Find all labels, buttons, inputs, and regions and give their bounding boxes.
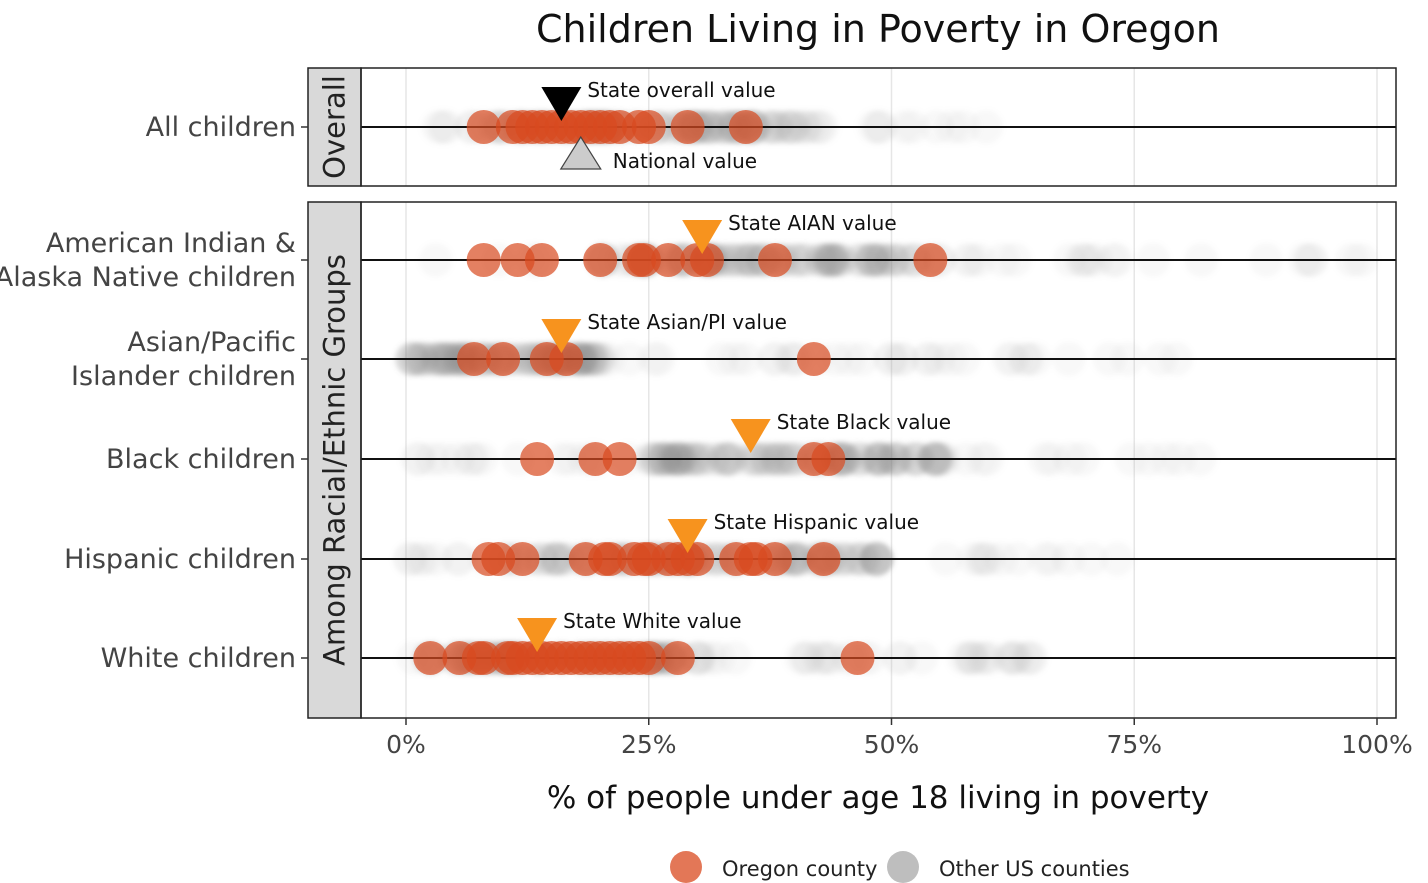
marker-state: State Hispanic value xyxy=(667,510,919,553)
y-tick-label: All children xyxy=(146,112,296,143)
oregon-county-dot xyxy=(840,641,875,675)
oregon-county-dot xyxy=(670,110,705,144)
oregon-county-dot xyxy=(811,442,846,476)
row-5: White children State White value xyxy=(101,609,1396,675)
panel-border xyxy=(360,201,1397,719)
marker-state: State AIAN value xyxy=(682,211,897,254)
oregon-county-dot xyxy=(583,243,618,277)
national-marker-triangle xyxy=(559,135,602,170)
x-tick-label: 50% xyxy=(864,730,920,759)
oregon-county-dot xyxy=(631,110,666,144)
legend-oregon-label: Oregon county xyxy=(722,857,877,881)
marker-state: State Black value xyxy=(730,410,951,453)
facet-strip-label: Overall xyxy=(318,75,352,179)
marker-label: State Black value xyxy=(777,410,951,434)
marker-state-overall: State overall value xyxy=(541,78,776,121)
marker-label: State Hispanic value xyxy=(714,510,919,534)
state-marker-triangle xyxy=(541,319,582,353)
oregon-county-dot xyxy=(690,243,725,277)
x-tick-label: 75% xyxy=(1106,730,1162,759)
state-marker-triangle xyxy=(517,618,558,652)
oregon-county-dot xyxy=(578,442,613,476)
marker-national: National value xyxy=(559,135,757,173)
oregon-county-dot xyxy=(602,442,637,476)
marker-label: National value xyxy=(613,149,757,173)
state-marker-triangle xyxy=(667,519,708,553)
panel-border xyxy=(360,67,1397,187)
oregon-county-dot xyxy=(466,243,501,277)
row-1: American Indian &Alaska Native children S… xyxy=(0,211,1396,293)
oregon-county-dot xyxy=(456,342,491,376)
oregon-county-dot xyxy=(913,243,948,277)
oregon-county-dot xyxy=(651,243,686,277)
y-tick-label: American Indian & xyxy=(46,228,296,259)
y-tick-label: Asian/Pacific xyxy=(127,327,296,358)
y-tick-label: White children xyxy=(101,643,296,674)
oregon-county-dot xyxy=(806,542,841,576)
state-marker-triangle xyxy=(730,419,771,453)
chart-title: Children Living in Poverty in Oregon xyxy=(536,7,1220,51)
marker-label: State White value xyxy=(563,609,741,633)
y-tick-label: Alaska Native children xyxy=(0,262,296,293)
oregon-county-dot xyxy=(486,342,521,376)
row-0: All children State overall value National … xyxy=(146,78,1396,173)
marker-label: State AIAN value xyxy=(728,211,897,235)
x-tick-label: 0% xyxy=(386,730,426,759)
facet-panels: Overall All children State overall value Na… xyxy=(0,67,1397,719)
oregon-county-dot xyxy=(757,542,792,576)
oregon-county-dot xyxy=(520,442,555,476)
oregon-county-dot xyxy=(466,110,501,144)
row-4: Hispanic children State Hispanic value xyxy=(64,510,1396,576)
marker-label: State Asian/PI value xyxy=(587,310,787,334)
x-axis-label: % of people under age 18 living in pover… xyxy=(547,780,1209,816)
oregon-county-dot xyxy=(413,641,448,675)
panel-0: Overall All children State overall value Na… xyxy=(146,67,1397,187)
y-tick-label: Black children xyxy=(106,444,296,475)
oregon-county-dot xyxy=(500,243,535,277)
x-axis: 0% 25% 50% 75% 100% xyxy=(386,718,1413,759)
legend-oregon-swatch xyxy=(670,851,702,883)
state-marker-triangle xyxy=(541,87,582,121)
oregon-county-dot xyxy=(549,342,584,376)
oregon-county-dot xyxy=(626,243,661,277)
oregon-county-dot xyxy=(728,110,763,144)
oregon-county-dot xyxy=(505,542,540,576)
oregon-county-dot xyxy=(466,641,501,675)
oregon-county-dot xyxy=(592,542,627,576)
marker-state: State White value xyxy=(517,609,742,652)
marker-label: State overall value xyxy=(587,78,775,102)
row-3: Black children State Black value xyxy=(106,410,1396,476)
facet-strip xyxy=(307,201,362,719)
x-tick-label: 25% xyxy=(621,730,677,759)
oregon-county-dot xyxy=(796,342,831,376)
y-tick-label: Hispanic children xyxy=(64,544,296,575)
legend-other-label: Other US counties xyxy=(939,857,1130,881)
oregon-county-dot xyxy=(757,243,792,277)
marker-state: State Asian/PI value xyxy=(541,310,787,353)
y-tick-label: Islander children xyxy=(71,361,296,392)
oregon-county-dot xyxy=(660,641,695,675)
facet-strip-label: Among Racial/Ethnic Groups xyxy=(318,254,352,666)
oregon-county-dot xyxy=(481,542,516,576)
oregon-county-dot xyxy=(524,243,559,277)
x-tick-label: 100% xyxy=(1341,730,1412,759)
state-marker-triangle xyxy=(682,220,723,254)
legend: Oregon county Other US counties xyxy=(670,851,1130,883)
oregon-county-dot xyxy=(631,641,666,675)
legend-other-swatch xyxy=(887,851,919,883)
